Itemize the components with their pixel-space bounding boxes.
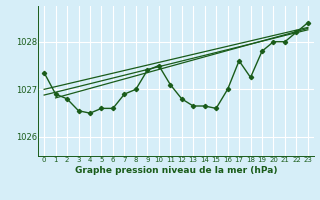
X-axis label: Graphe pression niveau de la mer (hPa): Graphe pression niveau de la mer (hPa): [75, 166, 277, 175]
